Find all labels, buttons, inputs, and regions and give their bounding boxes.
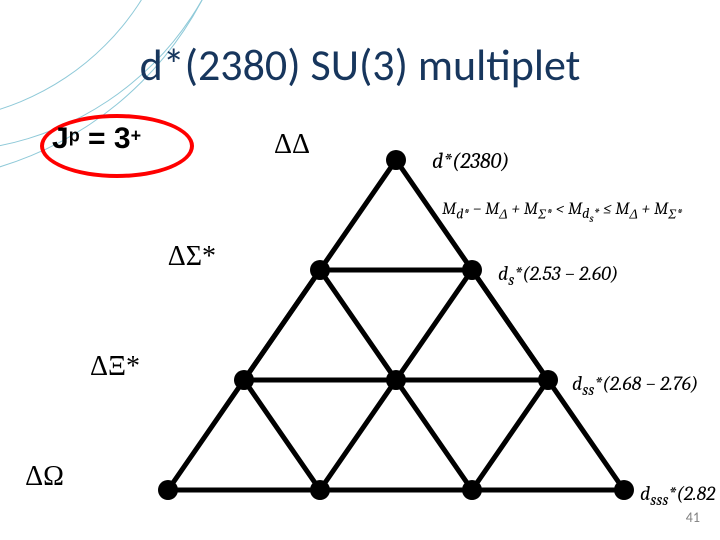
state-label: ds*(2.53 − 2.60) <box>498 262 618 290</box>
state-label: dss*(2.68 − 2.76) <box>572 372 698 400</box>
row-label: ΔΣ* <box>154 241 216 273</box>
state-label: d*(2380) <box>432 148 509 174</box>
su3-multiplet-diagram <box>80 140 664 520</box>
jp-sup-p: p <box>69 126 80 146</box>
page-title: d*(2380) SU(3) multiplet <box>0 38 720 92</box>
row-label: ΔΩ <box>16 461 64 493</box>
page-number: 41 <box>686 509 700 526</box>
state-label: dsss*(2.82 − 2.90) <box>640 482 720 510</box>
row-label: ΔΞ* <box>78 351 140 383</box>
row-label: ΔΔ <box>266 129 310 161</box>
jp-J: J <box>52 122 69 155</box>
mass-inequality: Md* − MΔ + MΣ* < Mds* ≤ MΔ + MΣ* <box>442 200 682 225</box>
